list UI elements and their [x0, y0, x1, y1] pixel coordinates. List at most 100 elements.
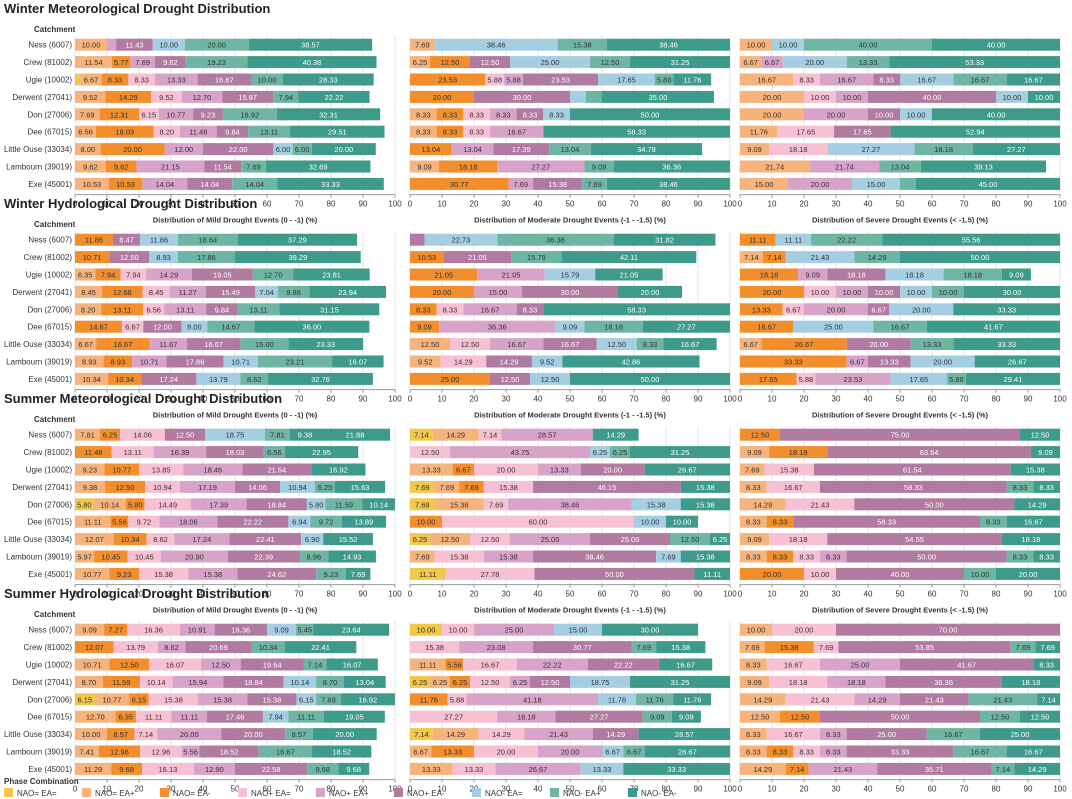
- catchment-label: Little Ouse (33034): [4, 145, 72, 154]
- bar-segment: [598, 73, 655, 86]
- bar-segment: [442, 515, 634, 528]
- x-tick-label: 60: [263, 395, 272, 404]
- bar-segment: [75, 268, 96, 281]
- x-tick-label: 100: [1053, 590, 1067, 599]
- bar-segment: [264, 428, 290, 441]
- data-label: 18.18: [1022, 535, 1041, 544]
- bar-segment: [490, 338, 544, 351]
- data-label: 11.76: [608, 695, 626, 704]
- data-label: 7.69: [587, 180, 602, 189]
- bar-segment: [445, 567, 535, 580]
- x-tick-label: 0: [408, 395, 413, 404]
- data-label: 7.69: [415, 553, 430, 562]
- x-axis-title: Distribution of Mild Drought Events (0 -…: [153, 411, 318, 420]
- legend-label: NAO- EA-: [641, 789, 677, 798]
- data-label: 16.67: [917, 76, 936, 85]
- bar-segment: [450, 338, 490, 351]
- bar-segment: [105, 160, 137, 173]
- data-label: 13.11: [176, 305, 194, 314]
- bar-segment: [968, 693, 1038, 706]
- bar-segment: [207, 710, 263, 723]
- bar-segment: [109, 567, 139, 580]
- bar-segment: [964, 285, 1060, 298]
- data-label: 9.09: [747, 448, 762, 457]
- bar-segment: [838, 641, 1011, 654]
- bar-segment: [1028, 90, 1060, 103]
- x-tick-label: 20: [800, 590, 809, 599]
- bar-segment: [543, 108, 570, 121]
- data-label: 10.94: [153, 483, 172, 492]
- data-label: 12.50: [441, 58, 460, 67]
- x-tick-label: 0: [738, 200, 743, 209]
- data-label: 15.38: [780, 643, 799, 652]
- bar-segment: [273, 143, 293, 156]
- bar-segment: [590, 56, 630, 69]
- catchment-label: Dee (67015): [28, 518, 73, 527]
- data-label: 10.00: [258, 76, 277, 85]
- bar-segment: [410, 533, 430, 546]
- bar-segment: [452, 762, 496, 775]
- data-label: 13.04: [421, 145, 440, 154]
- bar-segment: [775, 233, 812, 246]
- data-label: 53.33: [965, 58, 984, 67]
- bar-segment: [258, 745, 313, 758]
- bar-segment: [410, 372, 490, 385]
- bar-segment: [592, 728, 639, 741]
- bar-segment: [740, 90, 804, 103]
- data-label: 5.80: [77, 500, 92, 509]
- catchment-label: Dee (67015): [28, 128, 73, 137]
- bar-segment: [882, 233, 1060, 246]
- bar-segment: [504, 73, 523, 86]
- bar-segment: [474, 623, 554, 636]
- bar-segment: [95, 268, 121, 281]
- data-label: 20.69: [209, 643, 228, 652]
- bar-segment: [670, 533, 710, 546]
- data-label: 28.57: [675, 730, 694, 739]
- x-tick-label: 50: [896, 785, 905, 794]
- data-label: 15.38: [154, 570, 173, 579]
- bar-segment: [235, 762, 308, 775]
- data-label: 16.67: [507, 128, 526, 137]
- bar-segment: [483, 498, 509, 511]
- data-label: 63.64: [920, 448, 939, 457]
- data-label: 15.38: [548, 180, 567, 189]
- bar-segment: [237, 567, 317, 580]
- bar-segment: [868, 90, 996, 103]
- bar-segment: [311, 463, 366, 476]
- data-label: 15.38: [499, 483, 518, 492]
- data-label: 23.53: [438, 76, 457, 85]
- x-tick-label: 10: [103, 590, 112, 599]
- data-label: 12.00: [153, 323, 172, 332]
- bar-segment: [533, 177, 583, 190]
- bar-segment: [447, 693, 467, 706]
- bar-segment: [104, 463, 139, 476]
- bar-segment: [251, 73, 283, 86]
- bar-segment: [666, 515, 698, 528]
- bar-segment: [290, 125, 385, 138]
- bar-segment: [740, 428, 780, 441]
- bar-segment: [410, 515, 442, 528]
- x-tick-label: 10: [768, 200, 777, 209]
- bar-segment: [1033, 550, 1060, 563]
- bar-segment: [410, 623, 442, 636]
- bar-segment: [510, 533, 590, 546]
- bar-segment: [343, 675, 386, 688]
- data-label: 33.33: [667, 765, 686, 774]
- data-label: 36.36: [546, 236, 565, 245]
- bar-segment: [452, 463, 474, 476]
- bar-segment: [107, 38, 117, 51]
- data-label: 7.41: [80, 748, 95, 757]
- data-label: 7.94: [268, 713, 283, 722]
- bar-segment: [820, 658, 900, 671]
- data-label: 31.82: [655, 236, 674, 245]
- data-label: 8.20: [81, 305, 96, 314]
- data-label: 17.19: [198, 483, 217, 492]
- bar-segment: [964, 567, 996, 580]
- catchment-header: Catchment: [34, 610, 76, 619]
- bar-segment: [431, 745, 474, 758]
- catchment-label: Crew (81002): [24, 448, 73, 457]
- data-label: 9.23: [324, 570, 339, 579]
- bar-segment: [312, 745, 372, 758]
- data-label: 22.22: [243, 518, 262, 527]
- bar-segment: [180, 480, 236, 493]
